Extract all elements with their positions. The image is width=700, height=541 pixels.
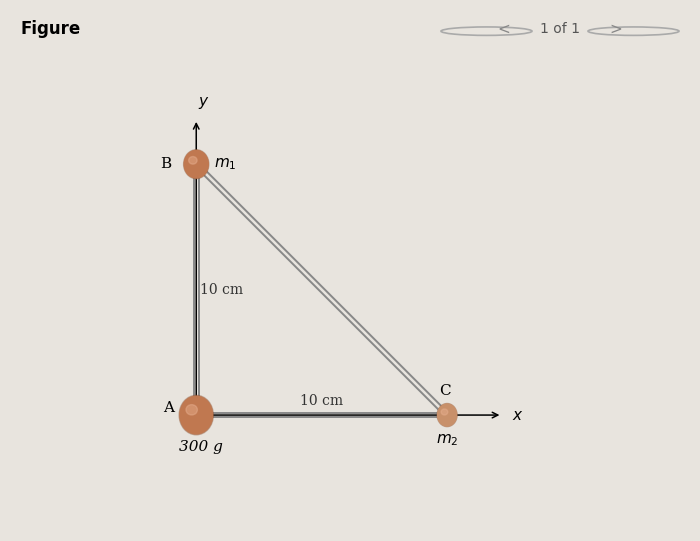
Text: 1 of 1: 1 of 1 xyxy=(540,22,580,36)
Text: >: > xyxy=(610,22,622,37)
Text: C: C xyxy=(439,384,450,398)
Ellipse shape xyxy=(438,404,456,426)
Text: A: A xyxy=(162,400,174,414)
Ellipse shape xyxy=(180,396,213,434)
Ellipse shape xyxy=(183,150,209,179)
Ellipse shape xyxy=(184,150,209,178)
Text: <: < xyxy=(498,22,510,37)
Text: 300 g: 300 g xyxy=(179,440,223,454)
Text: B: B xyxy=(160,157,172,171)
Text: $m_2$: $m_2$ xyxy=(436,433,459,448)
Text: Figure: Figure xyxy=(21,20,81,38)
Text: 10 cm: 10 cm xyxy=(199,282,243,296)
Text: $m_1$: $m_1$ xyxy=(214,156,237,172)
Ellipse shape xyxy=(179,395,214,435)
Ellipse shape xyxy=(437,404,457,427)
Ellipse shape xyxy=(189,156,197,164)
Ellipse shape xyxy=(441,409,448,415)
Text: x: x xyxy=(512,407,522,423)
Text: 10 cm: 10 cm xyxy=(300,394,343,408)
Ellipse shape xyxy=(186,405,197,415)
Text: y: y xyxy=(198,94,207,109)
